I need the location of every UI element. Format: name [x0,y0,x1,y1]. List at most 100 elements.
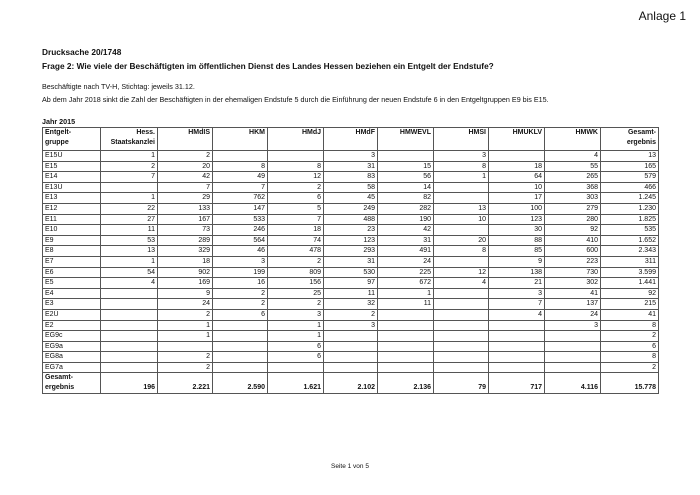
count-cell [377,361,434,374]
count-cell: 1.245 [600,192,659,204]
count-cell: 123 [323,234,378,247]
count-cell [377,351,434,363]
column-header-line: HMSI [468,129,487,136]
count-cell: 8 [600,351,659,363]
count-cell [377,340,434,353]
column-header-line: HMWK [575,129,598,136]
count-cell: 7 [157,181,213,194]
table-row: EG7a 2 2 [42,361,659,374]
column-header: HMdIS [157,127,213,151]
count-cell: 31 [323,255,378,268]
count-cell: 138 [488,266,545,279]
total-cell: 4.116 [544,372,601,395]
count-cell: 1 [267,319,324,332]
count-cell: 29 [157,192,213,204]
pay-group-cell: E8 [42,245,101,257]
count-cell: 123 [488,213,545,226]
count-cell: 133 [157,202,213,215]
count-cell: 280 [544,213,601,226]
count-cell: 9 [488,255,545,268]
count-cell: 83 [323,171,378,183]
count-cell [488,361,545,374]
count-cell: 410 [544,234,601,247]
table-row: E2Ü 2 6 3 2 4 24 41 [42,308,659,321]
count-cell: 11 [323,287,378,300]
count-cell: 3 [488,287,545,300]
count-cell [488,150,545,162]
count-cell [100,287,158,300]
document-number: Drucksache 20/1748 [42,47,122,57]
count-cell: 15 [377,160,434,173]
count-cell: 18 [157,255,213,268]
table-row: E13Ü 7 7 2 58 14 10 368 466 [42,181,659,194]
count-cell: 6 [212,308,268,321]
count-cell: 88 [488,234,545,247]
table-row: E8 13 329 46 478 293 491 8 85 600 2.343 [42,245,659,257]
count-cell: 2 [600,330,659,342]
count-cell: 4 [100,277,158,289]
count-cell: 302 [544,277,601,289]
pay-group-cell: E11 [42,213,101,226]
count-cell: 6 [267,340,324,353]
total-cell: 196 [100,372,158,395]
question-title: Frage 2: Wie viele der Beschäftigten im … [42,61,494,71]
count-cell: 2 [100,160,158,173]
count-cell: 809 [267,266,324,279]
count-cell: 7 [488,298,545,310]
count-cell: 8 [600,319,659,332]
count-cell: 8 [433,160,489,173]
count-cell [377,308,434,321]
column-header-line [380,138,431,148]
count-cell: 24 [377,255,434,268]
count-cell: 20 [157,160,213,173]
pay-group-cell: E14 [42,171,101,183]
count-cell: 97 [323,277,378,289]
count-cell: 4 [544,150,601,162]
count-cell: 31 [377,234,434,247]
pay-group-cell: EG9a [42,340,101,353]
pay-group-cell: E3 [42,298,101,310]
count-cell [212,319,268,332]
count-cell: 762 [212,192,268,204]
count-cell: 7 [100,171,158,183]
count-cell: 24 [544,308,601,321]
count-cell [267,361,324,374]
total-label-line: Gesamt- [45,374,74,382]
count-cell: 14 [377,181,434,194]
count-cell [212,150,268,162]
count-cell [433,298,489,310]
count-cell [377,319,434,332]
count-cell: 2 [157,351,213,363]
column-header-line: Entgelt- [45,129,72,136]
count-cell [323,351,378,363]
count-cell: 3.599 [600,266,659,279]
total-row: Gesamt-ergebnis 196 2.221 2.590 1.621 2.102 2.… [42,372,659,395]
count-cell: 293 [323,245,378,257]
count-cell: 329 [157,245,213,257]
total-cell: 2.590 [212,372,268,395]
count-cell [100,351,158,363]
page-number: Seite 1 von 5 [331,463,369,470]
total-cell: 2.221 [157,372,213,395]
table-row: E7 1 18 3 2 31 24 9 223 311 [42,255,659,268]
attachment-label: Anlage 1 [638,9,686,23]
total-cell: 15.778 [600,372,659,395]
count-cell: 2 [157,150,213,162]
count-cell [433,308,489,321]
pay-group-cell: E9 [42,234,101,247]
count-cell: 74 [267,234,324,247]
count-cell: 27 [100,213,158,226]
count-cell: 49 [212,171,268,183]
count-cell [433,361,489,374]
count-cell: 2 [600,361,659,374]
count-cell: 165 [600,160,659,173]
count-cell [323,361,378,374]
column-header: Gesamt-ergebnis [600,127,659,151]
count-cell: 1 [100,150,158,162]
count-cell: 11 [377,298,434,310]
column-header: Entgelt-gruppe [42,127,101,151]
table-row: EG8a 2 6 8 [42,351,659,363]
pay-group-cell: E13 [42,192,101,204]
count-cell: 902 [157,266,213,279]
count-cell: 488 [323,213,378,226]
